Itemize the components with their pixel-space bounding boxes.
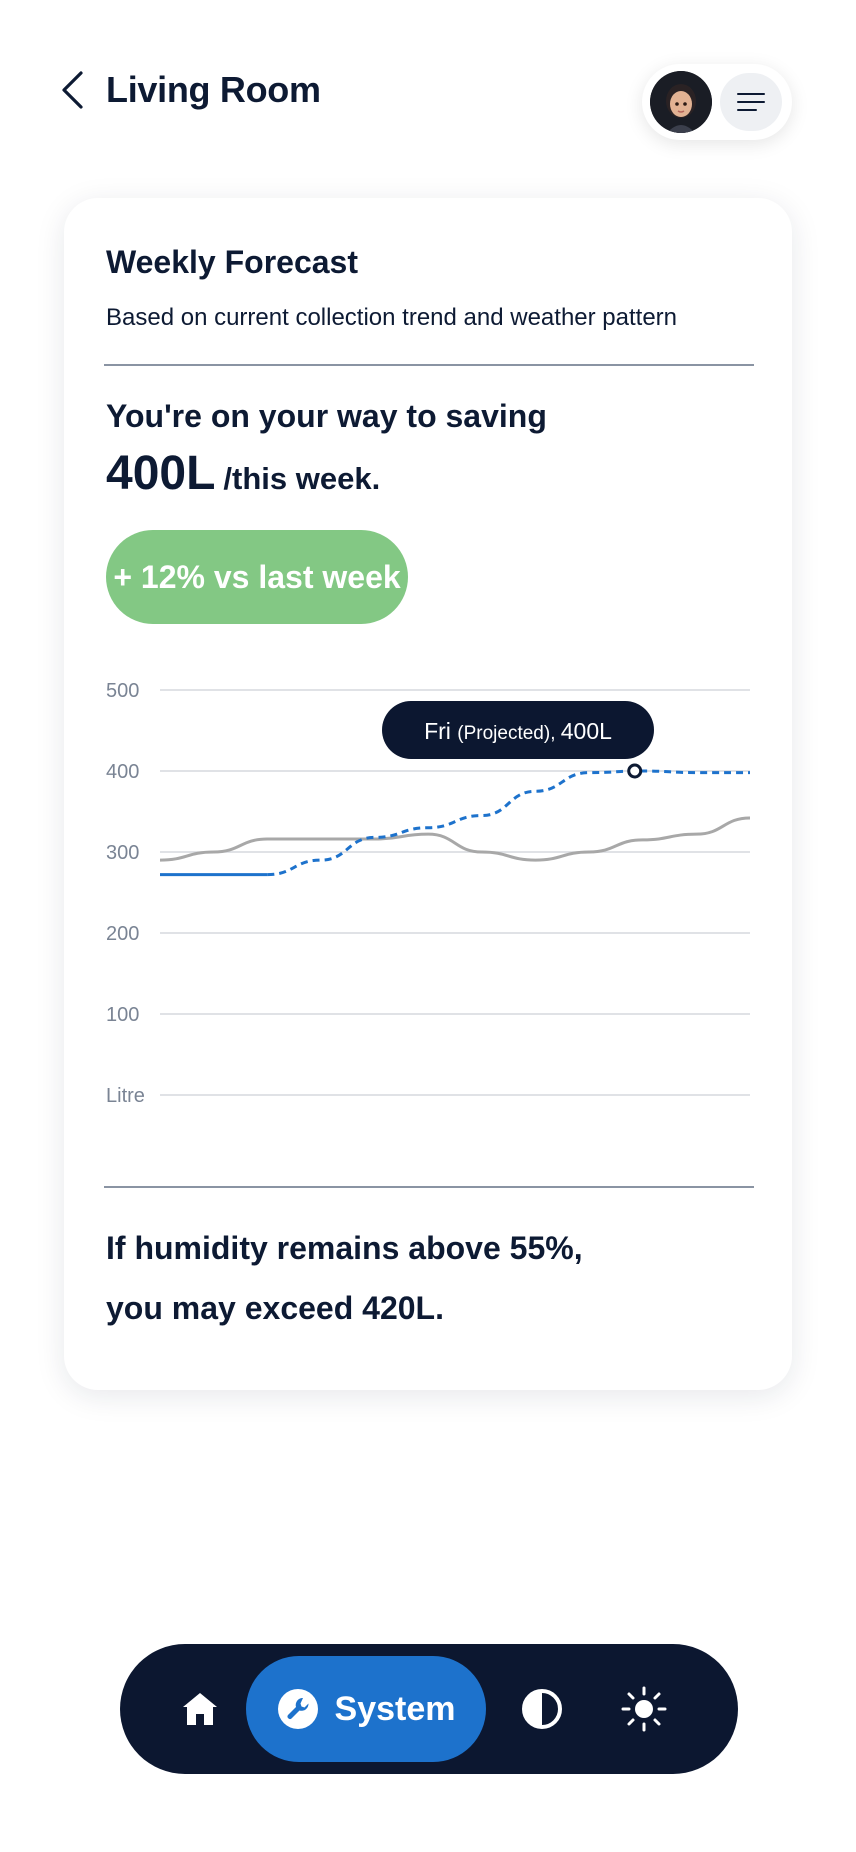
nav-system-label: System [334,1689,456,1728]
comparison-badge: + 12% vs last week [106,530,408,624]
card-title: Weekly Forecast [106,244,358,280]
page-title: Living Room [106,69,321,110]
y-tick-label: 300 [106,842,139,864]
y-tick-label: 200 [106,923,139,945]
savings-lead: You're on your way to saving [106,398,547,434]
y-tick-label: 400 [106,761,139,783]
chevron-left-icon [62,71,83,109]
back-button[interactable] [52,62,92,118]
nav-light[interactable] [594,1644,694,1774]
avatar[interactable] [650,71,712,133]
projection-marker [627,763,643,779]
humidity-note-line-2: you may exceed 420L. [106,1290,444,1326]
bottom-nav: System [120,1644,738,1774]
tooltip-text: Fri (Projected), 400L [424,718,612,744]
series-last-week-line [159,816,751,862]
wrench-icon [277,1689,318,1729]
divider-top [104,364,754,366]
y-tick-label: 500 [106,680,139,702]
card-subtitle: Based on current collection trend and we… [106,304,678,331]
savings-amount: 400L [106,447,216,500]
series-this-week-projected-line [267,769,750,877]
y-tick-label: Litre [106,1085,145,1107]
avatar-image [650,71,712,133]
nav-display[interactable] [492,1644,592,1774]
forecast-card: Weekly Forecast Based on current collect… [64,198,792,1390]
menu-icon [737,93,765,111]
forecast-chart: 500 400 300 200 100 Litre Fri (Projected), 400… [106,680,751,1107]
profile-pill [642,64,792,140]
savings-period: /this week. [223,461,381,496]
humidity-note: If humidity remains above 55%, you may e… [106,1218,583,1338]
menu-button[interactable] [720,73,782,131]
savings-amount-row: 400L /this week. [106,446,380,501]
nav-home[interactable] [150,1644,250,1774]
tooltip-bubble [382,701,654,759]
y-tick-label: 100 [106,1004,139,1026]
contrast-icon [522,1689,562,1729]
nav-system[interactable]: System [246,1656,486,1762]
humidity-note-line-1: If humidity remains above 55%, [106,1230,583,1266]
header: Living Room [52,62,321,118]
divider-bottom [104,1186,754,1188]
sun-icon [621,1686,667,1732]
home-icon [183,1693,217,1725]
